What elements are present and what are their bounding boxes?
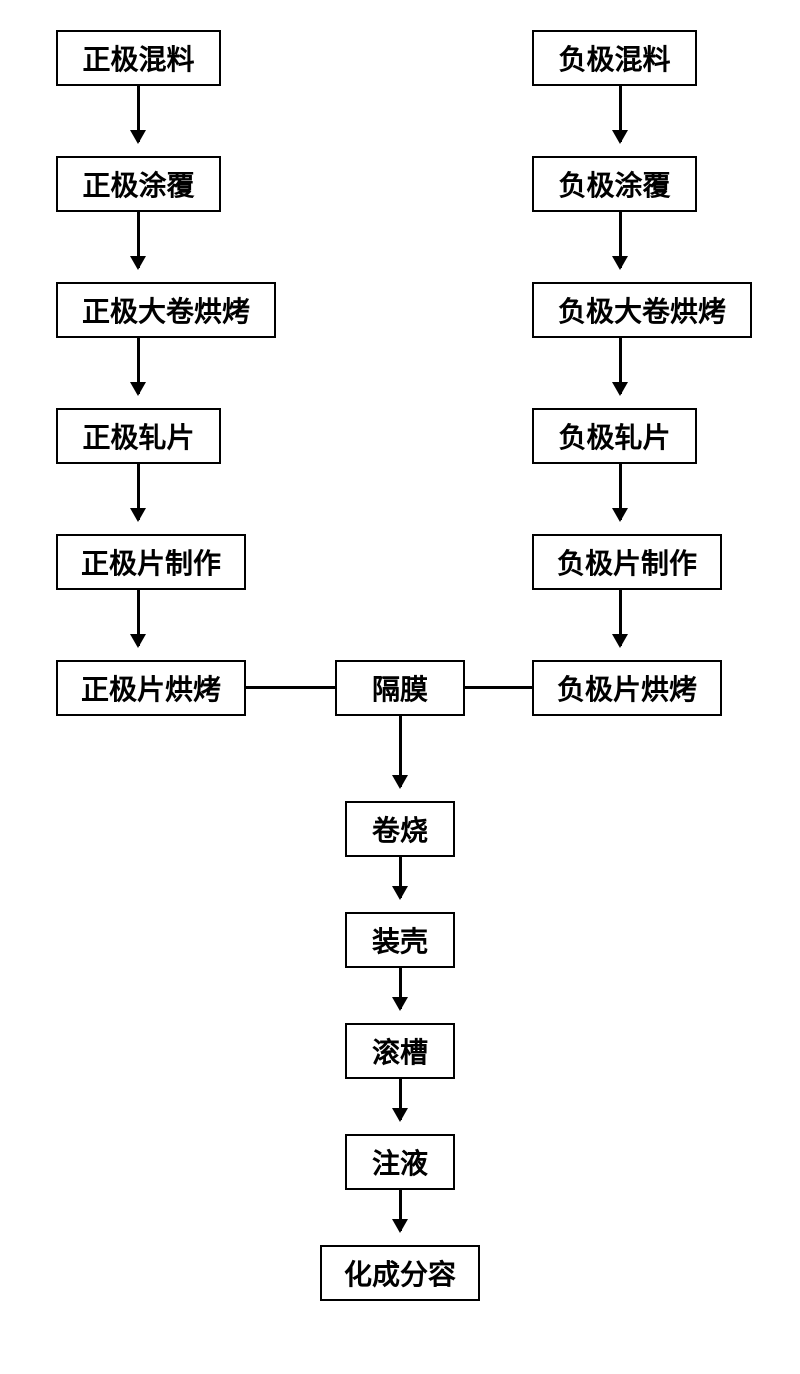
node-label: 装壳 [372, 920, 428, 960]
arrow-down [137, 338, 140, 394]
arrow-down [399, 716, 402, 787]
node-negative-sheet-making: 负极片制作 [532, 534, 722, 590]
arrow-down [137, 212, 140, 268]
node-label: 注液 [372, 1142, 428, 1182]
node-label: 化成分容 [344, 1253, 456, 1293]
node-positive-rolling: 正极轧片 [56, 408, 221, 464]
node-positive-roll-baking: 正极大卷烘烤 [56, 282, 276, 338]
node-positive-mixing: 正极混料 [56, 30, 221, 86]
arrow-down [619, 86, 622, 142]
arrow-down [137, 464, 140, 520]
arrow-down [619, 590, 622, 646]
arrow-down [399, 857, 402, 898]
node-label: 正极轧片 [82, 416, 194, 456]
node-label: 隔膜 [372, 668, 428, 708]
node-label: 负极片烘烤 [557, 668, 697, 708]
node-negative-rolling: 负极轧片 [532, 408, 697, 464]
node-negative-roll-baking: 负极大卷烘烤 [532, 282, 752, 338]
node-label: 负极轧片 [558, 416, 670, 456]
node-label: 正极混料 [82, 38, 194, 78]
node-injection: 注液 [345, 1134, 455, 1190]
node-negative-sheet-baking: 负极片烘烤 [532, 660, 722, 716]
connector-line [246, 686, 335, 689]
arrow-down [619, 338, 622, 394]
node-positive-sheet-baking: 正极片烘烤 [56, 660, 246, 716]
arrow-down [399, 968, 402, 1009]
node-label: 正极大卷烘烤 [82, 290, 250, 330]
node-formation: 化成分容 [320, 1245, 480, 1301]
node-label: 负极混料 [558, 38, 670, 78]
arrow-down [399, 1079, 402, 1120]
node-label: 正极涂覆 [82, 164, 194, 204]
node-label: 卷烧 [372, 809, 428, 849]
node-separator: 隔膜 [335, 660, 465, 716]
arrow-down [619, 212, 622, 268]
connector-line [465, 686, 532, 689]
node-label: 负极大卷烘烤 [558, 290, 726, 330]
node-label: 负极片制作 [557, 542, 697, 582]
node-grooving: 滚槽 [345, 1023, 455, 1079]
node-negative-mixing: 负极混料 [532, 30, 697, 86]
flowchart-container: 正极混料 正极涂覆 正极大卷烘烤 正极轧片 正极片制作 正极片烘烤 负极混料 负… [0, 0, 800, 1374]
node-casing: 装壳 [345, 912, 455, 968]
node-label: 滚槽 [372, 1031, 428, 1071]
node-positive-coating: 正极涂覆 [56, 156, 221, 212]
node-winding: 卷烧 [345, 801, 455, 857]
arrow-down [399, 1190, 402, 1231]
arrow-down [137, 590, 140, 646]
arrow-down [619, 464, 622, 520]
arrow-down [137, 86, 140, 142]
node-label: 正极片烘烤 [81, 668, 221, 708]
node-label: 正极片制作 [81, 542, 221, 582]
node-negative-coating: 负极涂覆 [532, 156, 697, 212]
node-positive-sheet-making: 正极片制作 [56, 534, 246, 590]
node-label: 负极涂覆 [558, 164, 670, 204]
